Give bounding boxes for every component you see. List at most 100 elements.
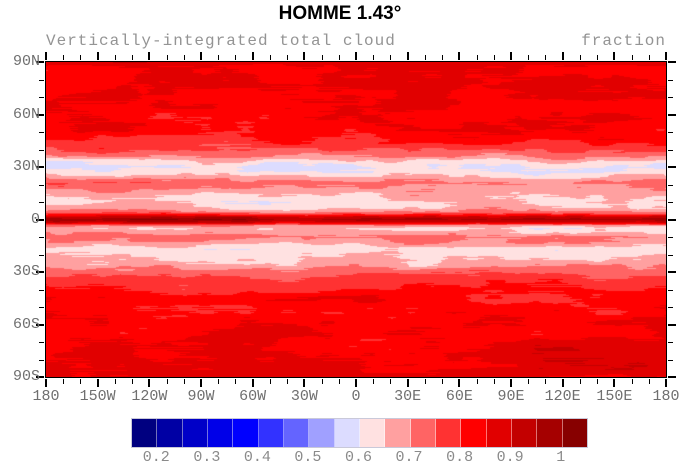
x-major-tick — [355, 379, 357, 387]
x-tick-label: 60W — [239, 388, 267, 405]
x-tick-label: 30E — [394, 388, 422, 405]
x-major-tick — [407, 52, 409, 60]
x-minor-tick — [79, 55, 81, 60]
x-tick-label: 0 — [351, 388, 361, 405]
y-minor-tick — [668, 254, 673, 256]
y-major-tick — [36, 219, 44, 221]
x-minor-tick — [114, 55, 116, 60]
y-minor-tick — [39, 149, 44, 151]
x-minor-tick — [166, 55, 168, 60]
y-minor-tick — [668, 96, 673, 98]
x-minor-tick — [441, 379, 443, 384]
x-minor-tick — [648, 55, 650, 60]
x-minor-tick — [579, 55, 581, 60]
x-minor-tick — [166, 379, 168, 384]
x-minor-tick — [217, 379, 219, 384]
x-minor-tick — [321, 379, 323, 384]
x-major-tick — [303, 52, 305, 60]
x-minor-tick — [286, 55, 288, 60]
y-minor-tick — [668, 184, 673, 186]
x-tick-label: 60E — [445, 388, 473, 405]
x-minor-tick — [114, 379, 116, 384]
y-major-tick — [36, 376, 44, 378]
y-major-tick — [668, 271, 676, 273]
y-tick-label: 90N — [12, 53, 40, 70]
colorbar-tick-label: 1 — [556, 449, 566, 465]
x-minor-tick — [321, 55, 323, 60]
x-minor-tick — [217, 55, 219, 60]
colorbar-segment — [410, 419, 436, 447]
colorbar-segment — [157, 419, 183, 447]
y-minor-tick — [39, 96, 44, 98]
x-major-tick — [97, 52, 99, 60]
colorbar-segment — [435, 419, 462, 447]
colorbar-segment — [182, 419, 208, 447]
x-tick-label: 150E — [596, 388, 633, 405]
colorbar-segment — [562, 419, 587, 447]
x-minor-tick — [596, 379, 598, 384]
x-major-tick — [613, 52, 615, 60]
x-major-tick — [407, 379, 409, 387]
colorbar-segment — [207, 419, 234, 447]
x-major-tick — [665, 52, 667, 60]
y-minor-tick — [39, 289, 44, 291]
colorbar-segment — [461, 419, 487, 447]
x-tick-label: 150W — [79, 388, 116, 405]
x-minor-tick — [62, 379, 64, 384]
y-major-tick — [668, 166, 676, 168]
x-major-tick — [148, 52, 150, 60]
x-major-tick — [355, 52, 357, 60]
y-minor-tick — [39, 131, 44, 133]
x-minor-tick — [527, 55, 529, 60]
x-major-tick — [665, 379, 667, 387]
map-plot-frame — [45, 61, 667, 378]
x-minor-tick — [338, 379, 340, 384]
x-major-tick — [510, 52, 512, 60]
y-minor-tick — [39, 184, 44, 186]
colorbar-tick-label: 0.5 — [294, 449, 322, 465]
colorbar-segment — [258, 419, 284, 447]
x-tick-label: 90W — [187, 388, 215, 405]
x-minor-tick — [441, 55, 443, 60]
x-minor-tick — [424, 379, 426, 384]
x-minor-tick — [183, 55, 185, 60]
y-major-tick — [668, 61, 676, 63]
x-minor-tick — [389, 379, 391, 384]
x-major-tick — [303, 379, 305, 387]
colorbar-tick-label: 0.2 — [142, 449, 170, 465]
colorbar-tick-label: 0.8 — [446, 449, 474, 465]
x-tick-label: 180 — [32, 388, 60, 405]
x-major-tick — [252, 52, 254, 60]
x-major-tick — [613, 379, 615, 387]
colorbar-segment — [233, 419, 259, 447]
x-minor-tick — [389, 55, 391, 60]
colorbar-tick-label: 0.7 — [395, 449, 423, 465]
y-tick-label: 60S — [12, 315, 40, 333]
colorbar-segment — [385, 419, 411, 447]
colorbar-tick-label: 0.6 — [344, 449, 372, 465]
y-minor-tick — [668, 79, 673, 81]
y-minor-tick — [668, 359, 673, 361]
x-minor-tick — [286, 379, 288, 384]
x-tick-label: 120E — [544, 388, 581, 405]
x-major-tick — [252, 379, 254, 387]
cloud-fraction-heatmap — [46, 62, 666, 377]
y-tick-label: 60N — [12, 105, 40, 123]
y-minor-tick — [668, 306, 673, 308]
x-minor-tick — [424, 55, 426, 60]
y-major-tick — [668, 324, 676, 326]
x-minor-tick — [544, 379, 546, 384]
x-minor-tick — [269, 379, 271, 384]
y-minor-tick — [668, 201, 673, 203]
x-major-tick — [510, 379, 512, 387]
x-minor-tick — [493, 379, 495, 384]
x-major-tick — [200, 379, 202, 387]
colorbar-segment — [334, 419, 360, 447]
y-minor-tick — [39, 341, 44, 343]
x-minor-tick — [493, 55, 495, 60]
x-major-tick — [97, 379, 99, 387]
x-major-tick — [148, 379, 150, 387]
y-minor-tick — [668, 341, 673, 343]
y-tick-label: 0 — [30, 210, 40, 228]
